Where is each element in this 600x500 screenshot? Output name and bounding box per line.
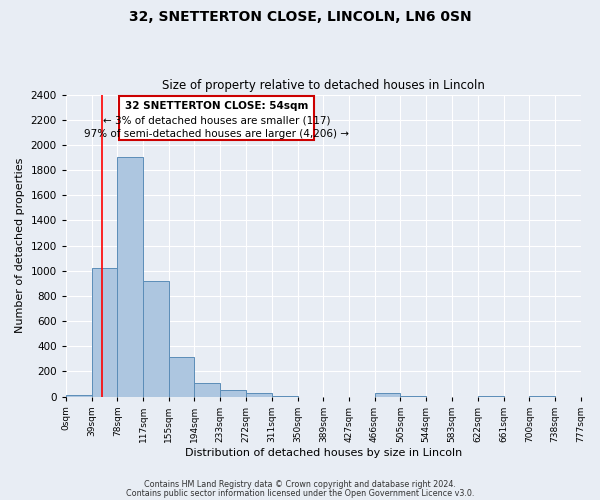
Bar [118,158,143,396]
Text: 32 SNETTERTON CLOSE: 54sqm: 32 SNETTERTON CLOSE: 54sqm [125,102,308,112]
Text: 32, SNETTERTON CLOSE, LINCOLN, LN6 0SN: 32, SNETTERTON CLOSE, LINCOLN, LN6 0SN [128,10,472,24]
Bar [66,394,92,396]
Bar [374,394,400,396]
Y-axis label: Number of detached properties: Number of detached properties [15,158,25,333]
X-axis label: Distribution of detached houses by size in Lincoln: Distribution of detached houses by size … [185,448,462,458]
Text: Contains HM Land Registry data © Crown copyright and database right 2024.: Contains HM Land Registry data © Crown c… [144,480,456,489]
Bar [169,357,194,397]
Text: ← 3% of detached houses are smaller (117): ← 3% of detached houses are smaller (117… [103,115,330,125]
Bar [194,384,220,396]
Bar [92,268,118,396]
Text: Contains public sector information licensed under the Open Government Licence v3: Contains public sector information licen… [126,488,474,498]
Bar [143,281,169,396]
Title: Size of property relative to detached houses in Lincoln: Size of property relative to detached ho… [162,79,485,92]
Text: 97% of semi-detached houses are larger (4,206) →: 97% of semi-detached houses are larger (… [84,128,349,138]
FancyBboxPatch shape [119,96,314,140]
Bar [246,394,272,396]
Bar [220,390,246,396]
